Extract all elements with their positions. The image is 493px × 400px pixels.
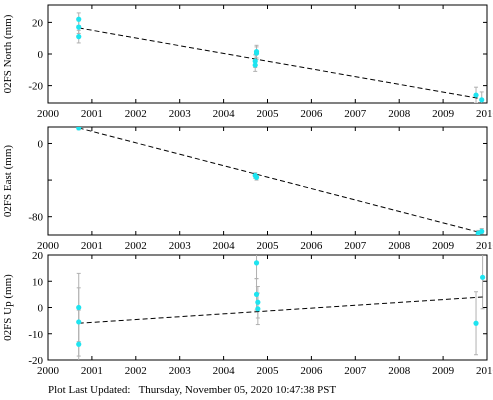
panel-3-xtick-label: 2006 bbox=[300, 365, 323, 377]
panel-2-data-point bbox=[76, 127, 82, 131]
panel-2-xtick-label: 2003 bbox=[169, 240, 192, 252]
panel-2-xtick-label: 2008 bbox=[388, 240, 411, 252]
panel-3-ytick-label: -20 bbox=[28, 355, 43, 367]
panel-3-ytick-label: 0 bbox=[38, 303, 44, 315]
panel-3-ytick-label: 20 bbox=[32, 250, 44, 262]
panel-1-xtick-label: 2006 bbox=[300, 108, 323, 120]
panel-3-data-point bbox=[76, 304, 82, 311]
panel-3-xtick-label: 2009 bbox=[432, 365, 455, 377]
panel-2-xtick-label: 2002 bbox=[125, 240, 147, 252]
panel-1-xtick-label: 2004 bbox=[213, 108, 236, 120]
panel-1-trend-line bbox=[78, 27, 483, 100]
panel-1-xtick-label: 2003 bbox=[169, 108, 192, 120]
panel-1-xtick-label: 2005 bbox=[257, 108, 280, 120]
footer-timestamp: Thursday, November 05, 2020 10:47:38 PST bbox=[138, 384, 337, 396]
panel-1-xtick-label: 2001 bbox=[81, 108, 103, 120]
panel-3-xtick-label: 2005 bbox=[257, 365, 280, 377]
panel-3-data-point bbox=[76, 341, 82, 347]
panel-3-frame bbox=[47, 254, 488, 361]
panel-3-xtick-label: 2003 bbox=[169, 365, 192, 377]
panel-3-data-point bbox=[76, 319, 82, 325]
panel-1-ytick-label: 20 bbox=[32, 17, 44, 29]
panel-2-ytick-label: -80 bbox=[28, 212, 43, 224]
panel-3-data-point bbox=[253, 260, 260, 266]
footer-label: Plot Last Updated: bbox=[48, 384, 131, 396]
panel-1-y-axis-label: 02FS North (mm) bbox=[2, 14, 14, 93]
panel-2-xtick-label: 2009 bbox=[432, 240, 455, 252]
footer: Plot Last Updated: Thursday, November 05… bbox=[48, 384, 336, 396]
panel-3-xtick-label: 2004 bbox=[213, 365, 236, 377]
panel-1-xtick-label: 2007 bbox=[344, 108, 367, 120]
panel-2-xtick-label: 2007 bbox=[344, 240, 367, 252]
panel-3-xtick-label: 2007 bbox=[344, 365, 367, 377]
panel-1-xtick-label: 2008 bbox=[388, 108, 411, 120]
panel-2-xtick-label: 2000 bbox=[37, 240, 60, 252]
panel-2-trend-line bbox=[78, 127, 483, 234]
panel-2-data-point bbox=[253, 174, 260, 180]
panel-3-xtick-label: 2000 bbox=[37, 365, 60, 377]
panel-3-data-point bbox=[253, 291, 260, 297]
panel-2-y-axis-label: 02FS East (mm) bbox=[2, 145, 14, 217]
panel-3-xtick-label: 2002 bbox=[125, 365, 147, 377]
panel-3-xtick-label: 2008 bbox=[388, 365, 411, 377]
panel-3-trend-line bbox=[78, 296, 483, 324]
panel-1-data-point bbox=[76, 24, 82, 30]
panel-3-xtick-label: 2001 bbox=[81, 365, 103, 377]
panel-1-data-point bbox=[253, 50, 260, 56]
panel-3-data-point bbox=[480, 274, 486, 280]
panel-1-xtick-label: 2002 bbox=[125, 108, 147, 120]
panel-1-data-point bbox=[252, 62, 258, 68]
panel-1-xtick-label: 2000 bbox=[37, 108, 60, 120]
panel-1-ytick-label: 0 bbox=[38, 49, 44, 61]
panel-1-xtick-label: 2009 bbox=[432, 108, 455, 120]
panel-2-data-point bbox=[479, 228, 485, 234]
panel-3-data-point bbox=[255, 299, 261, 305]
panel-2-xtick-label: 2001 bbox=[81, 240, 103, 252]
panel-3-ytick-label: 10 bbox=[32, 276, 44, 288]
panel-2-xtick-label: 2005 bbox=[257, 240, 280, 252]
panel-2-xtick-label: 2004 bbox=[213, 240, 236, 252]
panel-2-xtick-label: 2006 bbox=[300, 240, 323, 252]
panel-3-data-point bbox=[473, 320, 479, 326]
panel-2-frame bbox=[47, 126, 488, 236]
panel-1-data-point bbox=[76, 16, 82, 22]
panel-1-ytick-label: -20 bbox=[28, 81, 43, 93]
panel-3-data-point bbox=[255, 306, 261, 312]
panel-1-data-point bbox=[479, 97, 485, 103]
panel-2-ytick-label: 0 bbox=[38, 138, 44, 150]
panel-1-data-point bbox=[252, 58, 258, 64]
panel-3-ytick-label: -10 bbox=[28, 329, 43, 341]
panel-3-y-axis-label: 02FS Up (mm) bbox=[2, 274, 14, 341]
panel-1-data-point bbox=[76, 34, 82, 40]
panel-1-data-point bbox=[473, 92, 479, 98]
